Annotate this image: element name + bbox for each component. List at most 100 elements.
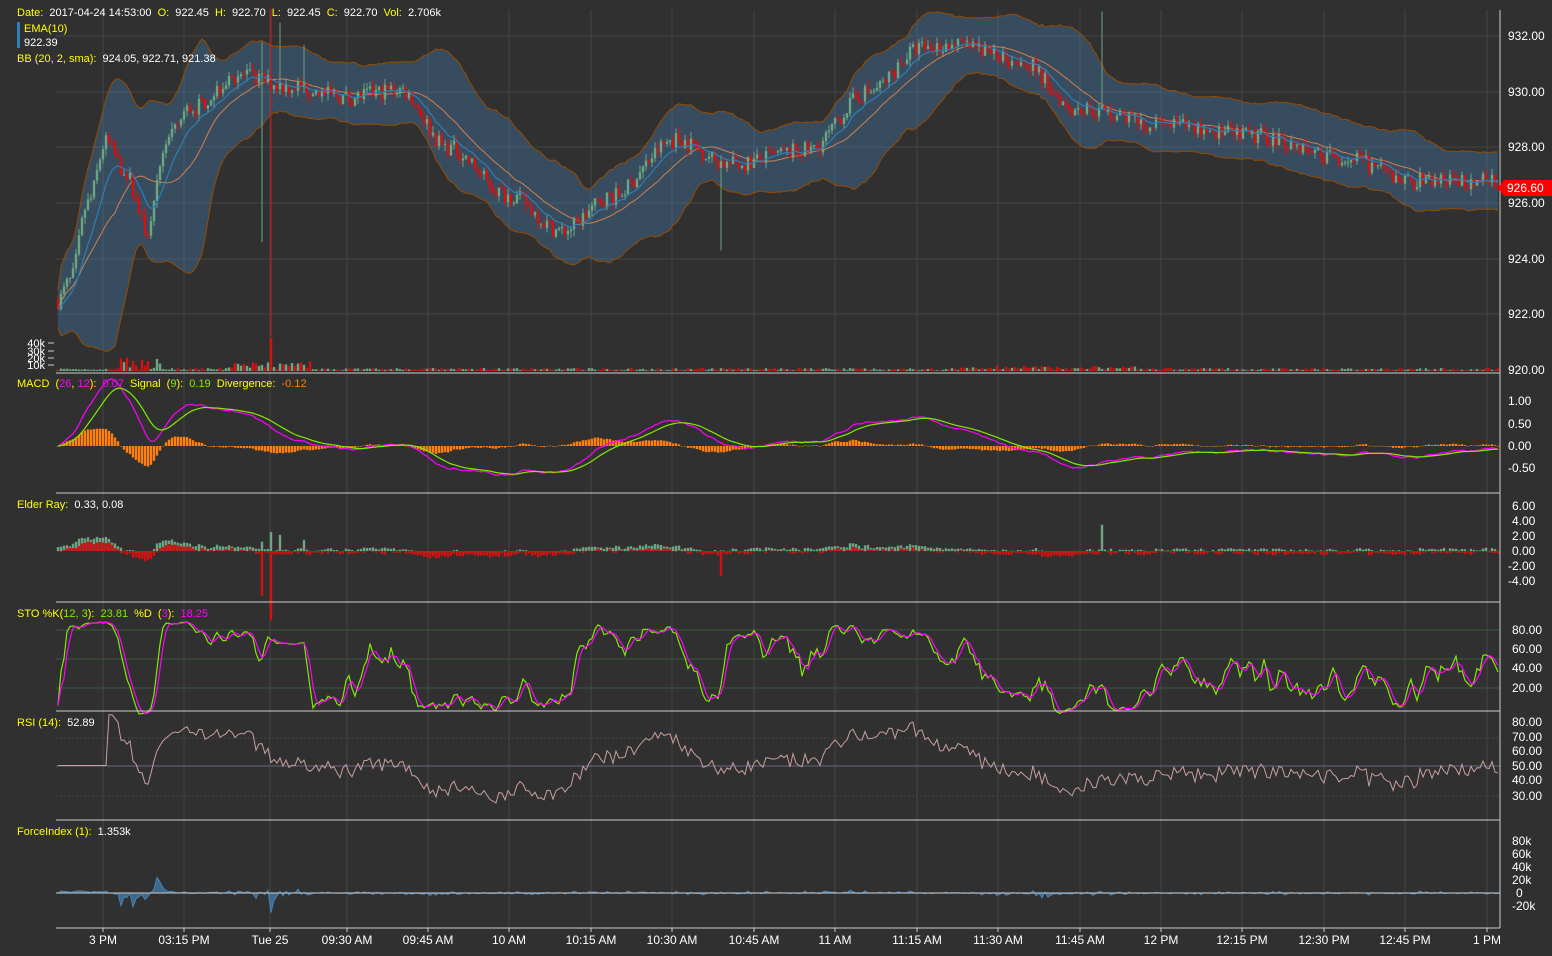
candle-body (275, 85, 279, 90)
volume-bar (1043, 367, 1047, 371)
volume-bar (893, 369, 897, 371)
bear-power-bar (1259, 551, 1263, 552)
bear-power-bar (428, 551, 432, 559)
bear-power-bar (311, 551, 315, 553)
bull-power-bar (1418, 547, 1422, 551)
force-tick: 80k (1512, 834, 1532, 848)
bear-power-bar (1430, 551, 1434, 554)
bear-power-bar (545, 551, 549, 556)
candle-body (1397, 175, 1401, 182)
bull-power-bar (1133, 550, 1137, 552)
bear-power-bar (1154, 551, 1158, 554)
volume-bar (1421, 369, 1425, 371)
bear-power-bar (212, 550, 216, 552)
bear-power-bar (254, 551, 258, 554)
divergence-bar (263, 446, 267, 452)
bear-power-bar (122, 551, 126, 553)
bear-power-bar (959, 549, 963, 551)
candle-body (1013, 60, 1017, 62)
candle-body (944, 43, 948, 52)
volume-bar (605, 369, 609, 371)
bear-power-bar (101, 542, 105, 551)
bear-power-bar (95, 542, 99, 551)
divergence-bar (581, 440, 585, 446)
bear-power-bar (1400, 551, 1404, 554)
bull-power-bar (743, 549, 747, 551)
divergence-bar (1451, 443, 1455, 446)
divergence-bar (1436, 444, 1440, 446)
volume-bar (1196, 369, 1200, 371)
bear-power-bar (62, 549, 66, 551)
volume-tick: 20k (27, 353, 45, 365)
volume-bar (224, 368, 228, 371)
volume-bar (341, 370, 345, 371)
divergence-bar (1082, 446, 1086, 448)
divergence-bar (461, 446, 465, 450)
bear-power-bar (1457, 551, 1461, 554)
bull-power-bar (863, 545, 867, 551)
volume-bar (185, 370, 189, 371)
sto-k-value: 23.81 (101, 608, 129, 620)
volume-bar (641, 368, 645, 371)
divergence-bar (1241, 445, 1245, 446)
candle-body (1226, 125, 1230, 132)
divergence-bar (1256, 445, 1260, 447)
rsi-tick: 50.00 (1512, 759, 1542, 773)
candle-body (1358, 152, 1362, 156)
candle-body (125, 174, 129, 179)
volume-bar (1247, 370, 1251, 371)
volume-bar (1376, 369, 1380, 371)
candle-body (215, 85, 219, 97)
volume-bar (521, 368, 525, 371)
volume-bar (548, 369, 552, 371)
divergence-bar (1142, 445, 1146, 447)
bear-power-bar (458, 551, 462, 557)
bull-power-bar (1355, 548, 1359, 551)
candle-body (710, 151, 714, 157)
bull-power-bar (875, 546, 879, 551)
volume-bar (980, 368, 984, 371)
candle-body (257, 74, 261, 84)
bear-power-bar (797, 551, 801, 553)
bear-power-bar (167, 543, 171, 551)
bull-power-bar (659, 544, 663, 551)
volume-bar (470, 368, 474, 371)
volume-bar (1250, 369, 1254, 371)
bear-power-bar (704, 551, 708, 554)
bull-power-bar (794, 548, 798, 551)
bear-power-bar (269, 551, 273, 621)
volume-bar (863, 368, 867, 371)
bull-power-bar (695, 549, 699, 551)
candle-body (701, 149, 705, 160)
candle-body (1415, 186, 1419, 190)
candle-body (179, 119, 183, 126)
volume-bar (1001, 368, 1005, 371)
volume-bar (1268, 369, 1272, 371)
divergence-bar (221, 446, 225, 448)
bull-power-bar (1223, 549, 1227, 551)
volume-bar (149, 368, 153, 371)
volume-bar (776, 370, 780, 371)
bear-power-bar (1289, 551, 1293, 554)
volume-bar (1274, 369, 1278, 371)
bear-power-bar (689, 551, 693, 554)
bull-power-bar (362, 547, 366, 551)
bull-power-bar (632, 547, 636, 551)
divergence-bar (338, 446, 342, 449)
divergence-bar (965, 446, 969, 449)
divergence-bar (917, 444, 921, 446)
candle-body (362, 89, 366, 100)
volume-bar (140, 359, 144, 371)
divergence-bar (956, 446, 960, 449)
bear-power-bar (1235, 551, 1239, 554)
volume-bar (491, 369, 495, 371)
bull-power-bar (584, 547, 588, 551)
divergence-bar (557, 445, 561, 447)
candle-body (1196, 123, 1200, 134)
bull-power-bar (776, 549, 780, 551)
candle-body (584, 213, 588, 218)
candle-body (980, 43, 984, 56)
candle-body (677, 133, 681, 142)
